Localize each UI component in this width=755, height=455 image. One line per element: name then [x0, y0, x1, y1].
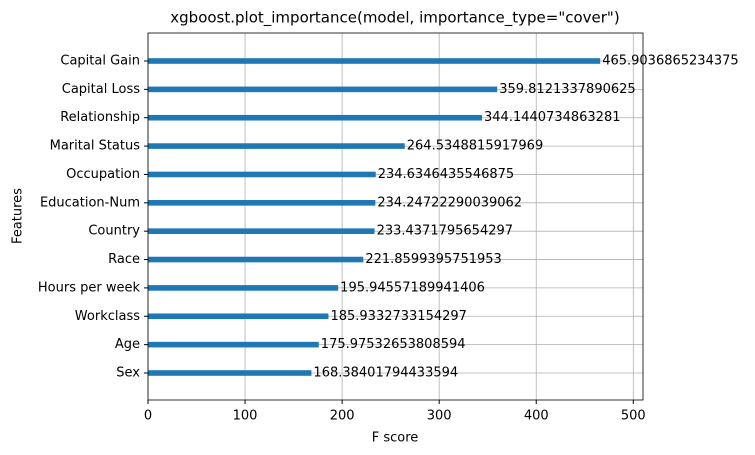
data-label: 234.6346435546875 [378, 167, 514, 182]
y-tick-label: Sex [116, 366, 140, 381]
bar [148, 370, 312, 376]
y-tick-label: Age [115, 337, 140, 352]
bar [148, 313, 329, 320]
data-label: 264.5348815917969 [407, 139, 543, 154]
y-tick-label: Hours per week [38, 280, 141, 295]
x-tick-label: 200 [330, 409, 355, 424]
y-tick-label: Capital Loss [62, 82, 140, 97]
y-tick-label: Country [88, 224, 140, 239]
y-tick-label: Workclass [75, 309, 140, 324]
bar [148, 58, 601, 64]
y-tick-label: Education-Num [40, 195, 140, 210]
data-label: 234.24722290039062 [377, 195, 522, 210]
data-label: 465.9036865234375 [602, 54, 738, 69]
y-tick-label: Occupation [66, 167, 140, 182]
bar [148, 256, 364, 263]
x-tick-label: 100 [233, 409, 258, 424]
bar [148, 143, 405, 149]
bar [148, 341, 319, 348]
y-tick-label: Marital Status [50, 139, 141, 154]
data-label: 168.38401794433594 [313, 366, 458, 381]
data-label: 221.8599395751953 [365, 252, 501, 267]
plot-frame [147, 32, 644, 401]
x-tick-label: 300 [427, 409, 452, 424]
bar [148, 285, 339, 291]
x-tick-label: 0 [144, 409, 152, 424]
y-tick-label: Relationship [60, 110, 140, 125]
chart-title: xgboost.plot_importance(model, importanc… [170, 9, 619, 28]
x-axis-label: F score [372, 431, 419, 446]
bar [148, 171, 376, 178]
bar [148, 86, 498, 93]
data-label: 359.8121337890625 [499, 82, 635, 97]
data-label: 175.97532653808594 [321, 337, 466, 352]
y-tick-label: Capital Gain [60, 54, 140, 69]
data-label: 344.1440734863281 [484, 110, 620, 125]
bar [148, 114, 483, 121]
x-tick-label: 400 [524, 409, 549, 424]
data-label: 195.94557189941406 [340, 280, 485, 295]
y-axis-label: Features [11, 188, 26, 244]
bar [148, 200, 376, 206]
data-label: 185.9332733154297 [330, 309, 466, 324]
x-tick-label: 500 [621, 409, 646, 424]
bar [148, 228, 375, 234]
y-tick-label: Race [108, 252, 140, 267]
data-label: 233.4371795654297 [377, 224, 513, 239]
